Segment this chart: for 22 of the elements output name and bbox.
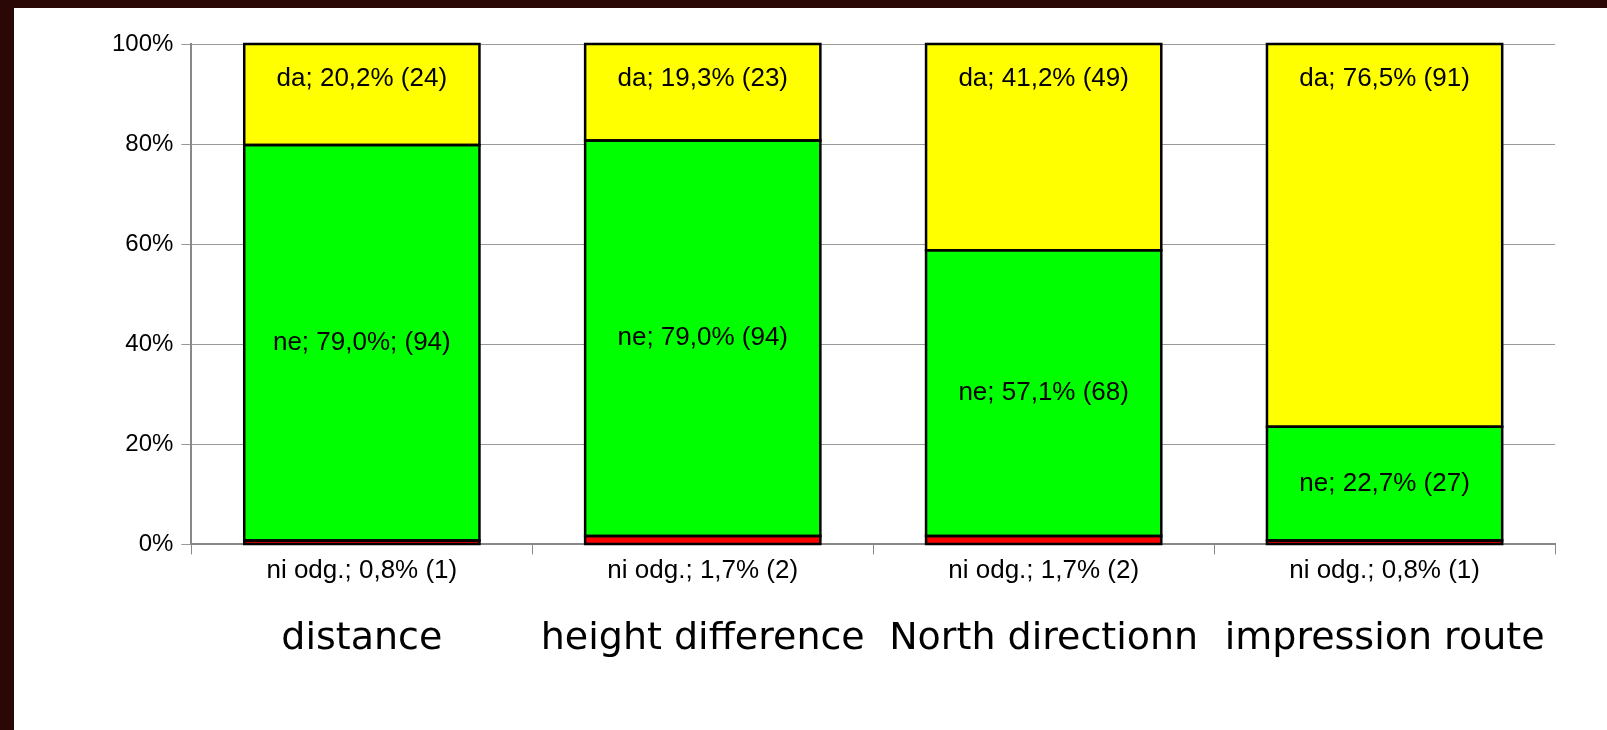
x-tick-label: impression route — [1224, 614, 1545, 659]
y-tick-label: 0% — [138, 529, 174, 557]
data-label: ne; 79,0% (94) — [617, 321, 789, 352]
y-tick-label: 80% — [125, 128, 174, 156]
data-label: da; 19,3% (23) — [617, 62, 789, 93]
data-label: ni odg.; 0,8% (1) — [266, 554, 458, 585]
y-tick-label: 40% — [125, 328, 174, 356]
data-label: ne; 22,7% (27) — [1299, 466, 1470, 497]
data-label: ne; 79,0%; (94) — [272, 325, 451, 356]
x-tick-label: height difference — [540, 614, 865, 659]
data-label: ni odg.; 1,7% (2) — [948, 554, 1140, 585]
x-tick-label: distance — [281, 614, 443, 659]
x-tick-label: North directionn — [889, 614, 1199, 659]
data-label: da; 76,5% (91) — [1299, 62, 1470, 93]
data-label: ni odg.; 1,7% (2) — [607, 554, 799, 585]
y-tick-label: 20% — [125, 428, 174, 456]
data-label: ni odg.; 0,8% (1) — [1289, 554, 1480, 585]
y-tick-label: 60% — [125, 228, 174, 256]
data-label: da; 41,2% (49) — [958, 62, 1129, 93]
y-tick-label: 100% — [111, 28, 174, 56]
data-label: ne; 57,1% (68) — [958, 376, 1129, 407]
data-label: da; 20,2% (24) — [276, 62, 448, 93]
